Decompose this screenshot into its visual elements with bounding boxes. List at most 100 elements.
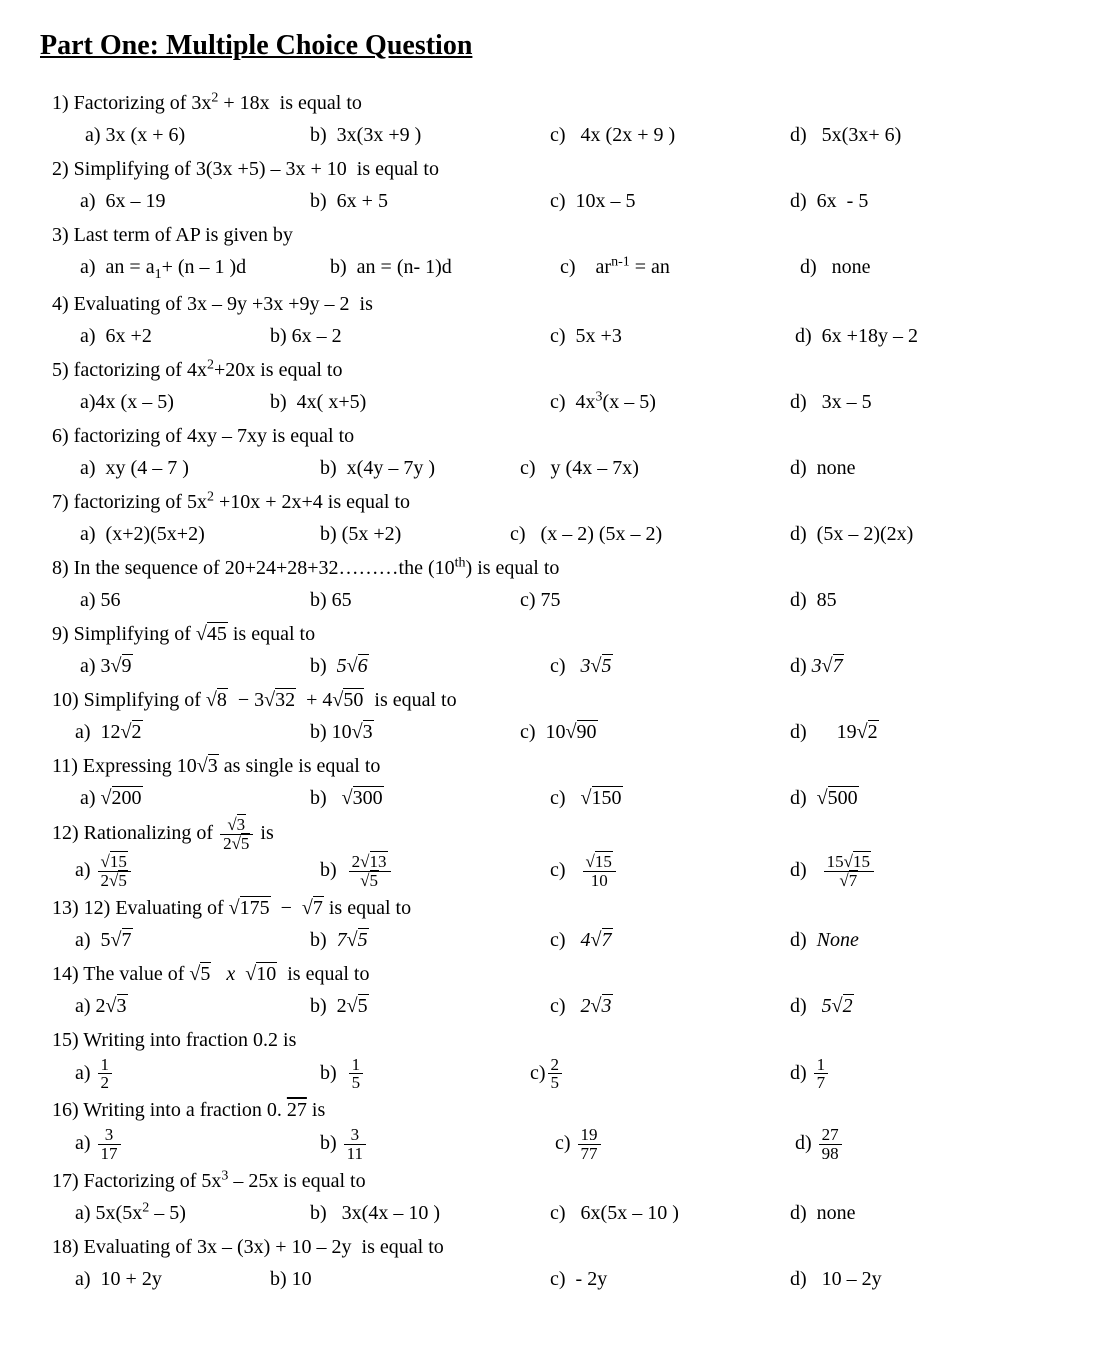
option-a: a) 12 [70, 1056, 310, 1093]
option-d: d) 10 – 2y [790, 1263, 990, 1295]
option-c: c) 5x +3 [550, 320, 790, 352]
question: 7) factorizing of 5x2 +10x + 2x+4 is equ… [40, 486, 1060, 550]
option-b: b) x(4y – 7y ) [310, 452, 550, 484]
question: 3) Last term of AP is given by a) an = a… [40, 219, 1060, 286]
sqrt-icon: 45 [196, 618, 228, 650]
question: 10) Simplifying of 8 − 332 + 450 is equa… [40, 684, 1060, 748]
option-b: b) 6x + 5 [310, 185, 550, 217]
option-d: d) None [790, 924, 990, 956]
question-stem: 11) Expressing 103 as single is equal to [40, 750, 1060, 782]
option-c: c) arn-1 = an [560, 251, 800, 286]
option-b: b) 15 [310, 1056, 550, 1093]
option-d: d) 500 [790, 782, 990, 814]
option-b: b) 4x( x+5) [270, 386, 510, 418]
option-b: b) 65 [310, 584, 550, 616]
option-b: b) an = (n- 1)d [330, 251, 560, 286]
option-c: c) 10x – 5 [550, 185, 790, 217]
question-stem: 12) Rationalizing of 325 is [40, 816, 1060, 853]
question-stem: 18) Evaluating of 3x – (3x) + 10 – 2y is… [40, 1231, 1060, 1263]
option-c: c) 6x(5x – 10 ) [550, 1197, 790, 1229]
option-a: a) 5x(5x2 – 5) [70, 1197, 310, 1229]
option-b: b) 6x – 2 [270, 320, 510, 352]
question: 4) Evaluating of 3x – 9y +3x +9y – 2 is … [40, 288, 1060, 352]
option-b: b) 300 [310, 782, 550, 814]
option-c: c) 150 [550, 782, 790, 814]
option-b: b) 311 [310, 1126, 550, 1163]
option-d: d) 17 [790, 1056, 990, 1093]
question: 1) Factorizing of 3x2 + 18x is equal to … [40, 87, 1060, 151]
option-a: a) 6x – 19 [70, 185, 310, 217]
option-a: a) 3x (x + 6) [70, 119, 310, 151]
option-a: a) 200 [70, 782, 310, 814]
question-stem: 10) Simplifying of 8 − 332 + 450 is equa… [40, 684, 1060, 716]
question-stem: 8) In the sequence of 20+24+28+32………the … [40, 552, 1060, 584]
option-c: c) - 2y [550, 1263, 790, 1295]
question-stem: 3) Last term of AP is given by [40, 219, 1060, 251]
question: 5) factorizing of 4x2+20x is equal to a)… [40, 354, 1060, 418]
option-d: d) 6x +18y – 2 [790, 320, 990, 352]
question-stem: 7) factorizing of 5x2 +10x + 2x+4 is equ… [40, 486, 1060, 518]
question: 15) Writing into fraction 0.2 is a) 12 b… [40, 1024, 1060, 1093]
option-b: b) 10 [270, 1263, 510, 1295]
question-stem: 1) Factorizing of 3x2 + 18x is equal to [40, 87, 1060, 119]
question: 18) Evaluating of 3x – (3x) + 10 – 2y is… [40, 1231, 1060, 1295]
option-d: d) (5x – 2)(2x) [790, 518, 990, 550]
question: 17) Factorizing of 5x3 – 25x is equal to… [40, 1165, 1060, 1229]
option-c: c) 4x (2x + 9 ) [550, 119, 790, 151]
question: 11) Expressing 103 as single is equal to… [40, 750, 1060, 814]
option-b: b) 75 [310, 924, 550, 956]
question: 8) In the sequence of 20+24+28+32………the … [40, 552, 1060, 616]
option-b: b) 2135 [310, 853, 550, 890]
question-stem: 17) Factorizing of 5x3 – 25x is equal to [40, 1165, 1060, 1197]
option-b: b) 3x(3x +9 ) [310, 119, 550, 151]
option-a: a) 23 [70, 990, 310, 1022]
question: 12) Rationalizing of 325 is a) 1525 b) 2… [40, 816, 1060, 889]
option-d: d) 192 [790, 716, 990, 748]
option-d: d) 3x – 5 [790, 386, 990, 418]
option-c: c) y (4x – 7x) [520, 452, 760, 484]
option-a: a) an = a1+ (n – 1 )d [70, 251, 330, 286]
option-c: c) 1510 [550, 853, 790, 890]
option-c: c) 75 [520, 584, 760, 616]
question: 6) factorizing of 4xy – 7xy is equal to … [40, 420, 1060, 484]
question-stem: 2) Simplifying of 3(3x +5) – 3x + 10 is … [40, 153, 1060, 185]
option-a: a) 56 [70, 584, 310, 616]
option-c: c) 1977 [550, 1126, 790, 1163]
question: 13) 12) Evaluating of 175 − 7 is equal t… [40, 892, 1060, 956]
question-stem: 15) Writing into fraction 0.2 is [40, 1024, 1060, 1056]
option-d: d) 37 [790, 650, 990, 682]
option-d: d) none [790, 452, 990, 484]
option-c: c) 1090 [520, 716, 760, 748]
option-a: a) xy (4 – 7 ) [70, 452, 310, 484]
question-stem: 9) Simplifying of 45 is equal to [40, 618, 1060, 650]
option-a: a) 39 [70, 650, 310, 682]
option-a: a) 1525 [70, 853, 310, 890]
question-stem: 6) factorizing of 4xy – 7xy is equal to [40, 420, 1060, 452]
questions-container: 1) Factorizing of 3x2 + 18x is equal to … [40, 87, 1060, 1295]
question: 14) The value of 5 x 10 is equal to a) 2… [40, 958, 1060, 1022]
option-b: b) 56 [310, 650, 550, 682]
option-d: d) 2798 [790, 1126, 990, 1163]
question-stem: 13) 12) Evaluating of 175 − 7 is equal t… [40, 892, 1060, 924]
option-b: b) 103 [310, 716, 550, 748]
question-stem: 4) Evaluating of 3x – 9y +3x +9y – 2 is [40, 288, 1060, 320]
option-d: d) 15157 [790, 853, 990, 890]
option-b: b) 3x(4x – 10 ) [310, 1197, 550, 1229]
option-d: d) 52 [790, 990, 990, 1022]
question-stem: 14) The value of 5 x 10 is equal to [40, 958, 1060, 990]
option-b: b) 25 [310, 990, 550, 1022]
question-stem: 16) Writing into a fraction 0. 27 is [40, 1094, 1060, 1126]
option-d: d) 6x - 5 [790, 185, 990, 217]
option-a: a) 122 [70, 716, 310, 748]
option-c: c) 23 [550, 990, 790, 1022]
option-c: c) 47 [550, 924, 790, 956]
option-d: d) 5x(3x+ 6) [790, 119, 990, 151]
option-c: c) 4x3(x – 5) [550, 386, 790, 418]
question-stem: 5) factorizing of 4x2+20x is equal to [40, 354, 1060, 386]
option-d: d) none [800, 251, 1000, 286]
option-d: d) 85 [790, 584, 990, 616]
option-c: c) 35 [550, 650, 790, 682]
question: 9) Simplifying of 45 is equal to a) 39 b… [40, 618, 1060, 682]
question: 2) Simplifying of 3(3x +5) – 3x + 10 is … [40, 153, 1060, 217]
option-a: a) 57 [70, 924, 310, 956]
